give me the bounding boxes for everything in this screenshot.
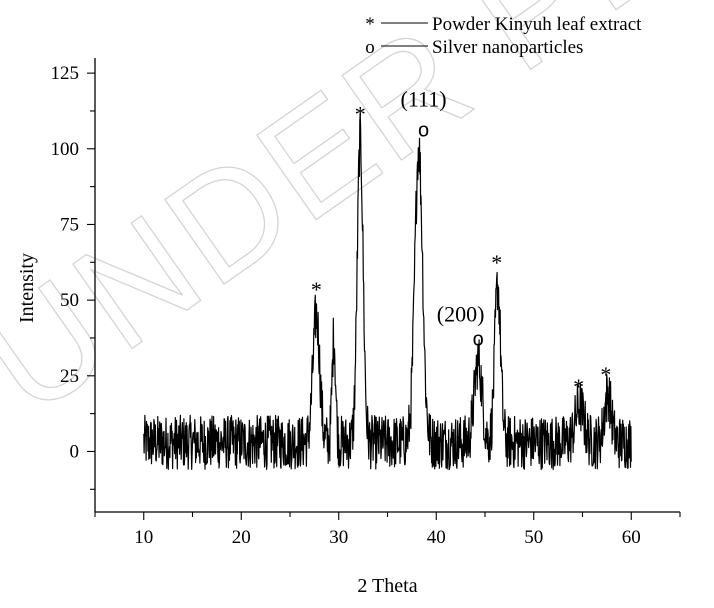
- miller-index-label: (111): [401, 86, 447, 111]
- extract-peak-marker: *: [355, 102, 366, 127]
- extract-peak-marker: *: [600, 362, 611, 387]
- legend-label: Powder Kinyuh leaf extract: [432, 14, 642, 35]
- tick-marks: [87, 72, 681, 520]
- y-axis-title: Intensity: [16, 253, 38, 323]
- x-tick-label: 60: [622, 527, 641, 548]
- x-axis-title: 2 Theta: [357, 575, 417, 597]
- x-tick-label: 10: [134, 527, 153, 548]
- legend-symbol: *: [365, 14, 375, 35]
- series-line-xrd-pattern: [143, 112, 632, 471]
- y-tick-label: 0: [70, 441, 80, 462]
- y-tick-label: 25: [60, 366, 79, 387]
- x-tick-label: 20: [232, 527, 251, 548]
- extract-peak-marker: *: [491, 250, 502, 275]
- y-tick-label: 75: [60, 214, 79, 235]
- legend-label: Silver nanoparticles: [432, 37, 583, 58]
- silver-peak-marker: o: [418, 120, 429, 142]
- x-tick-label: 40: [427, 527, 446, 548]
- peak-annotations: * * (111) o (200) o * * *: [311, 86, 612, 399]
- silver-peak-marker: o: [473, 329, 484, 351]
- y-tick-label: 50: [60, 290, 79, 311]
- y-tick-label: 100: [51, 139, 80, 160]
- miller-index-label: (200): [437, 301, 485, 326]
- legend: * Powder Kinyuh leaf extract o Silver nanop…: [365, 14, 642, 58]
- extract-peak-marker: *: [311, 277, 322, 302]
- x-tick-label: 50: [524, 527, 543, 548]
- y-tick-label: 125: [51, 63, 80, 84]
- tick-labels: 10 20 30 40 50 60 0 25 50 75 100 125: [51, 63, 641, 548]
- x-tick-label: 30: [329, 527, 348, 548]
- extract-peak-marker: *: [573, 374, 584, 399]
- legend-symbol: o: [365, 37, 375, 58]
